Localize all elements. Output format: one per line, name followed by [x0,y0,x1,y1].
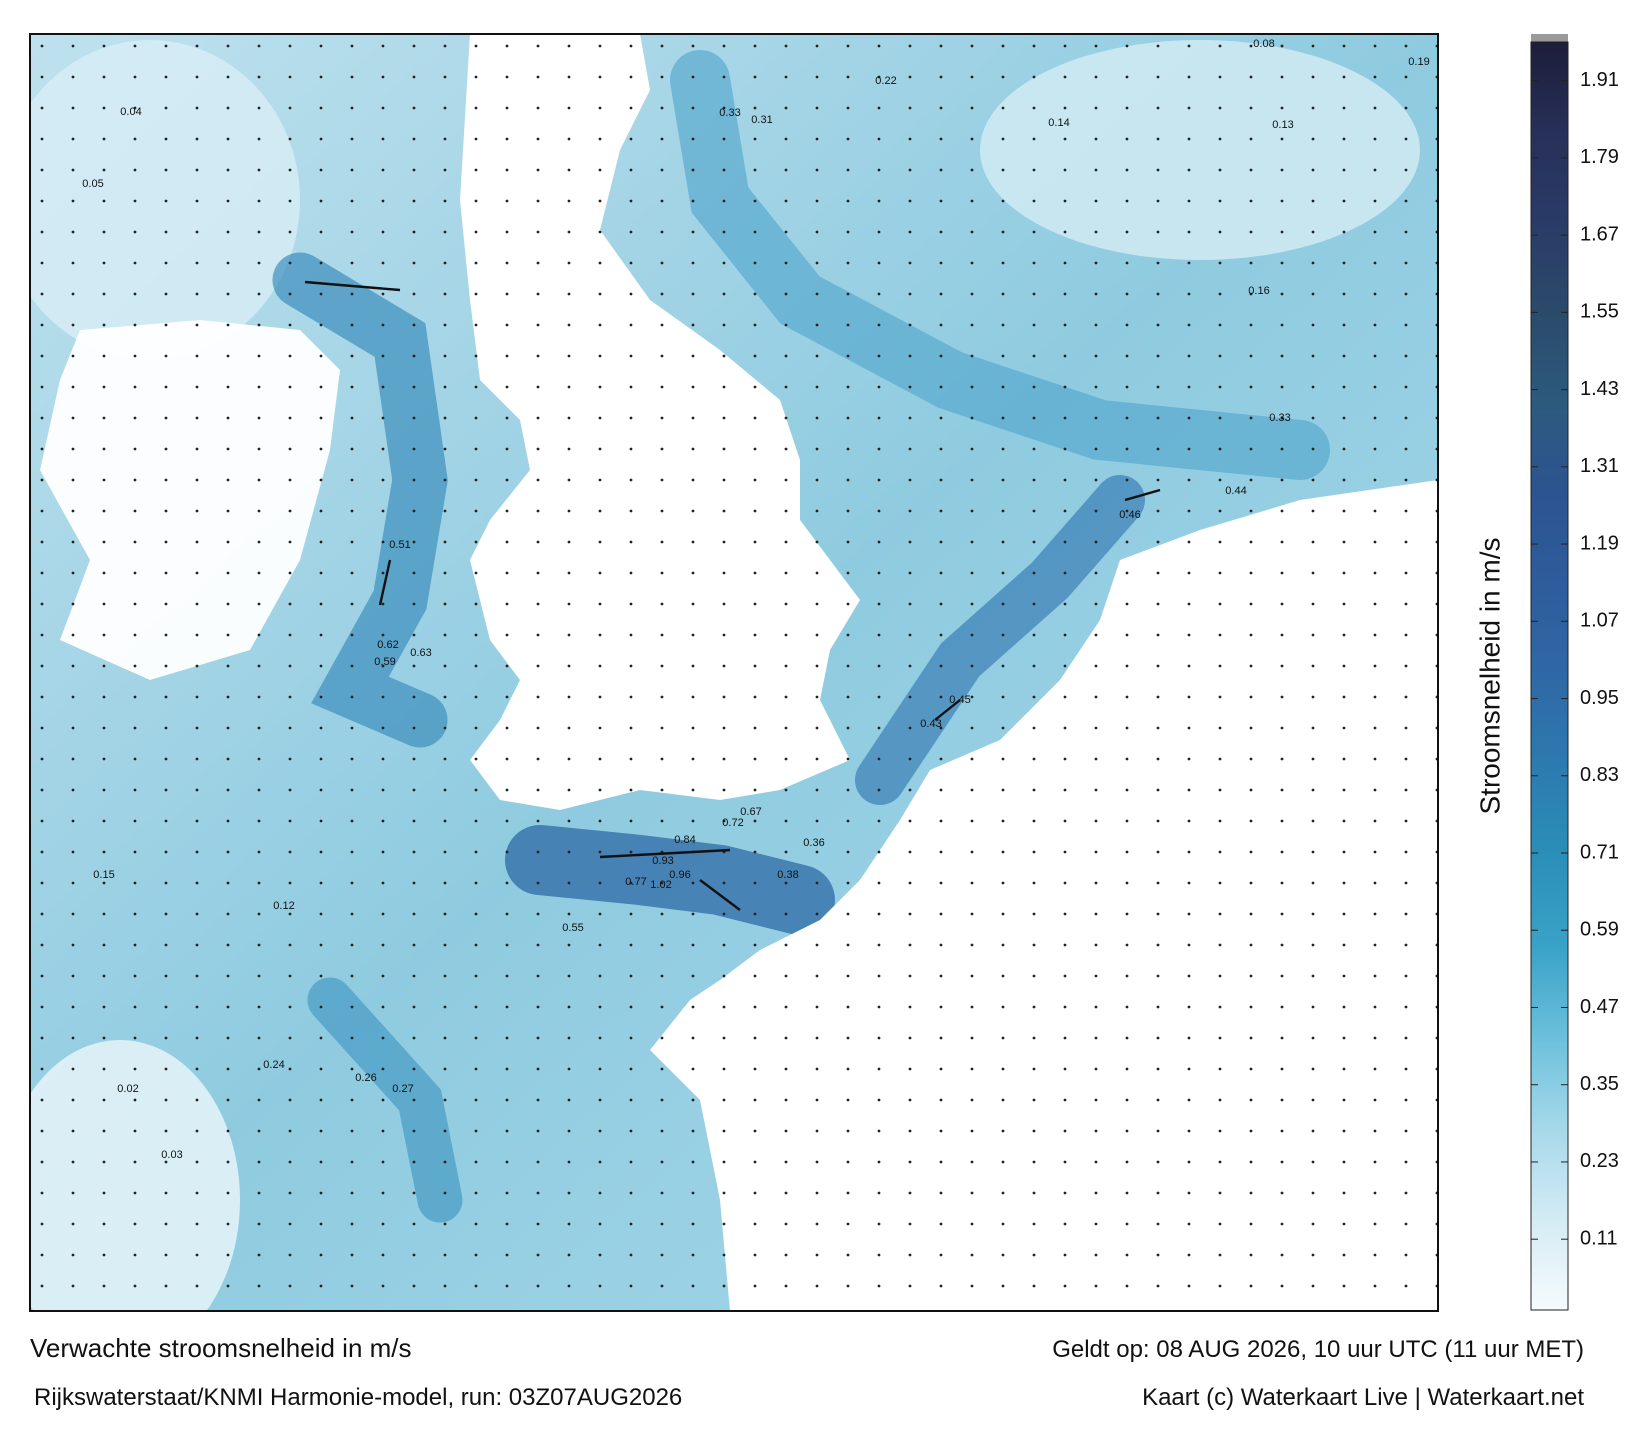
colorbar-tick-label: 1.31 [1580,455,1619,477]
colorbar-tick-label: 0.71 [1580,841,1619,863]
speed-label: 0.77 [625,876,646,888]
colorbar-tick-label: 1.55 [1580,301,1619,323]
speed-label: 0.12 [273,900,294,912]
colorbar-tick-label: 1.79 [1580,146,1619,168]
colorbar-tick-label: 0.83 [1580,764,1619,786]
speed-label: 0.62 [377,639,398,651]
footer-credit: Kaart (c) Waterkaart Live | Waterkaart.n… [1142,1384,1584,1411]
speed-label: 0.36 [803,837,824,849]
speed-label: 0.72 [722,817,743,829]
speed-labels: 0.840.93 0.961.02 0.77 0.63 0.62 0.59 0.51 0.46… [82,38,1429,1161]
colorbar-tick-label: 0.23 [1580,1150,1619,1172]
arrow [304,280,401,292]
colorbar-tick-label: 0.35 [1580,1073,1619,1095]
speed-label: 0.31 [751,114,772,126]
speed-label: 0.24 [263,1059,284,1071]
colorbar-cap [1531,34,1568,42]
colorbar [1530,41,1569,1311]
colorbar-tick-label: 0.59 [1580,919,1619,941]
speed-label: 0.19 [1408,56,1429,68]
map: 0.840.93 0.961.02 0.77 0.63 0.62 0.59 0.51 0.46… [30,34,1438,1311]
grid-dots [30,34,1438,1311]
speed-label: 0.04 [120,106,141,118]
colorbar-label: Stroomsnelheid in m/s [1474,537,1505,814]
speed-label: 0.84 [674,834,695,846]
colorbar-tick-label: 1.43 [1580,378,1619,400]
speed-label: 0.63 [410,647,431,659]
speed-label: 0.93 [652,855,673,867]
speed-label: 0.27 [392,1083,413,1095]
speed-label: 0.33 [719,107,740,119]
speed-label: 0.55 [562,922,583,934]
footer-valid: Geldt op: 08 AUG 2026, 10 uur UTC (11 uu… [1052,1336,1584,1363]
speed-label: 0.46 [1119,509,1140,521]
speed-label: 0.45 [949,694,970,706]
arrow [1124,488,1161,502]
speed-label: 0.14 [1048,117,1069,129]
speed-label: 0.67 [740,806,761,818]
footer-title: Verwachte stroomsnelheid in m/s [30,1333,412,1363]
colorbar-ticks: 0.11 0.23 0.35 0.47 0.59 0.71 0.83 0.95 1.07 1.19… [1531,69,1619,1249]
speed-label: 0.59 [374,656,395,668]
speed-label: 0.08 [1253,38,1274,50]
colorbar-tick-label: 1.67 [1580,223,1619,245]
footer-model: Rijkswaterstaat/KNMI Harmonie-model, run… [34,1384,682,1411]
colorbar-tick-label: 0.95 [1580,687,1619,709]
speed-label: 0.96 [669,869,690,881]
speed-label: 0.38 [777,869,798,881]
arrow [599,848,731,859]
speed-label: 0.43 [920,718,941,730]
speed-label: 0.03 [161,1149,182,1161]
colorbar-tick-label: 0.11 [1580,1227,1617,1249]
speed-label: 0.02 [117,1083,138,1095]
arrows [304,280,1161,911]
speed-label: 0.44 [1225,485,1246,497]
speed-label: 0.15 [93,869,114,881]
colorbar-tick-label: 1.07 [1580,610,1619,632]
speed-label: 0.51 [389,539,410,551]
speed-label: 0.13 [1272,119,1293,131]
speed-label: 0.22 [875,75,896,87]
speed-label: 0.26 [355,1072,376,1084]
arrow [699,879,741,911]
speed-label: 0.16 [1248,285,1269,297]
arrow [378,559,392,606]
speed-label: 0.05 [82,178,103,190]
colorbar-tick-label: 1.19 [1580,532,1619,554]
speed-label: 0.33 [1269,412,1290,424]
map-frame [29,33,1439,1312]
arrow [934,699,961,721]
speed-label: 1.02 [650,879,671,891]
colorbar-tick-label: 1.91 [1580,69,1619,91]
colorbar-tick-label: 0.47 [1580,996,1619,1018]
